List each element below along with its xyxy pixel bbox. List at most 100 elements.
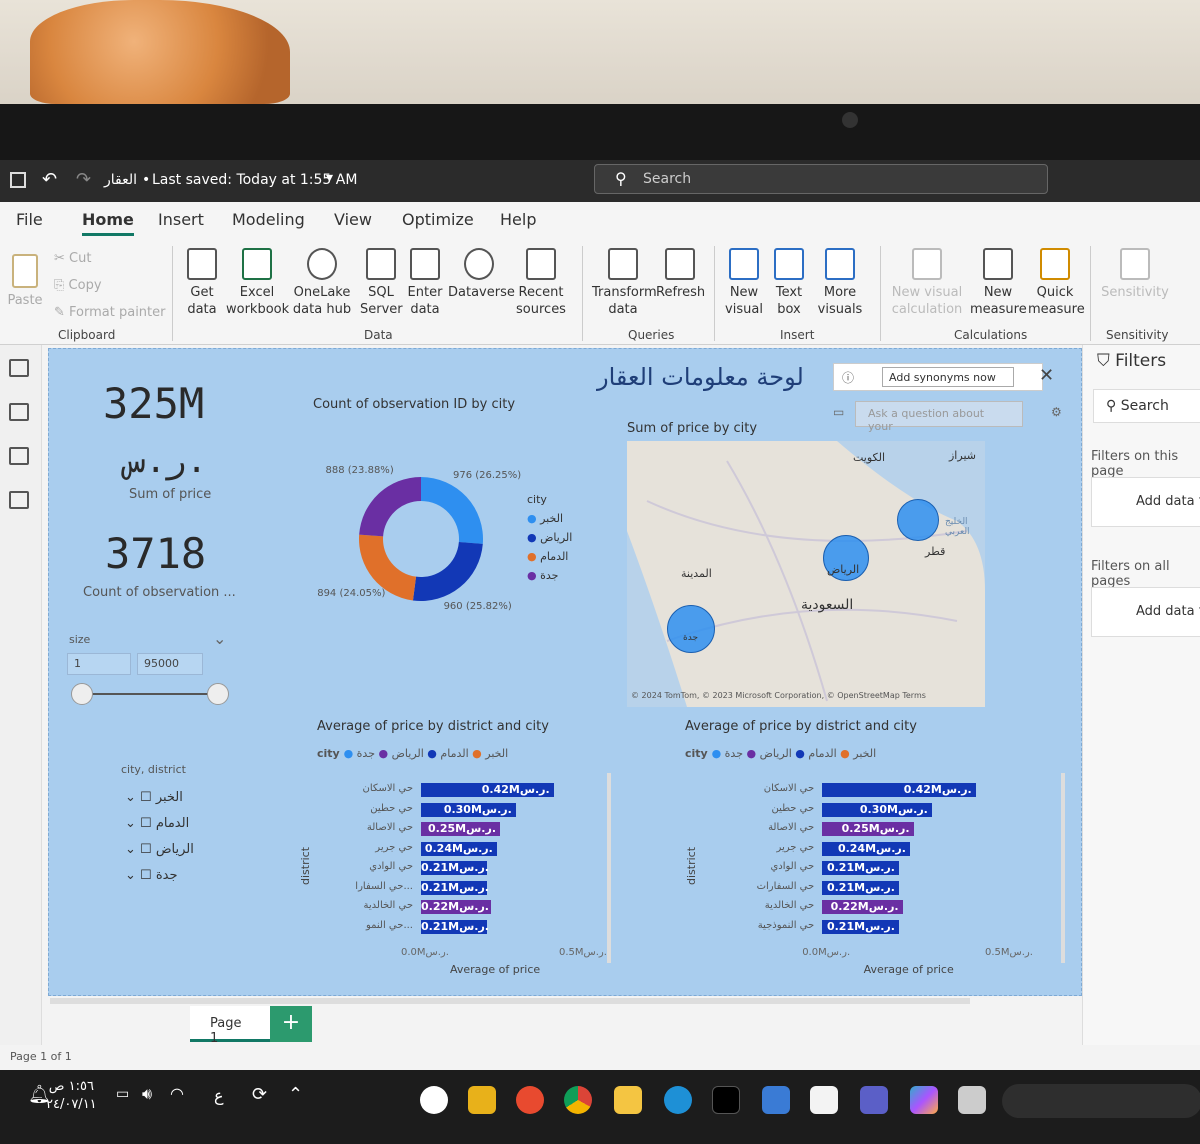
- new-visual-calculation-button[interactable]: New visual calculation: [888, 248, 966, 318]
- bar[interactable]: 0.24Mر.س.: [822, 841, 910, 856]
- store-icon[interactable]: [810, 1086, 838, 1114]
- bar[interactable]: 0.24Mر.س.: [421, 841, 497, 856]
- language-indicator[interactable]: ع: [214, 1086, 224, 1105]
- legend-item[interactable]: ● الخبر: [343, 747, 509, 760]
- map-bubble-riyadh[interactable]: [823, 535, 869, 581]
- bar[interactable]: 0.21Mر.س.: [822, 861, 899, 875]
- map-visual[interactable]: الكويت شيراز الخليج العربي قطر الرياض ال…: [627, 441, 985, 707]
- legend-item[interactable]: ● الرياض: [759, 747, 809, 760]
- new-visual-button[interactable]: New visual: [722, 248, 766, 318]
- enter-data-button[interactable]: Enter data: [406, 248, 444, 318]
- sql-server-button[interactable]: SQL Server: [360, 248, 403, 318]
- teams-icon[interactable]: [860, 1086, 888, 1114]
- legend-item[interactable]: ● الدمام: [440, 747, 486, 760]
- redo-icon[interactable]: ↷: [76, 169, 92, 190]
- report-view-icon[interactable]: [9, 359, 29, 377]
- add-synonyms-button[interactable]: Add synonyms now: [882, 367, 1014, 387]
- chevron-down-icon[interactable]: ▾: [326, 170, 334, 186]
- add-page-button[interactable]: +: [270, 1006, 312, 1042]
- tab-help[interactable]: Help: [500, 210, 537, 229]
- format-painter-button[interactable]: ✎ Format painter: [54, 304, 165, 321]
- slicer-city-item[interactable]: ⌄ ☐ الرياض: [125, 842, 194, 857]
- paste-button[interactable]: Paste: [6, 254, 44, 309]
- app-icon[interactable]: [516, 1086, 544, 1114]
- tab-file[interactable]: File: [16, 210, 43, 229]
- donut-slice[interactable]: [359, 534, 417, 601]
- scrollbar[interactable]: [607, 773, 611, 963]
- bar[interactable]: 0.22Mر.س.: [421, 900, 491, 914]
- map-bubble-jeddah[interactable]: [667, 605, 715, 653]
- undo-icon[interactable]: ↶: [42, 169, 58, 190]
- refresh-button[interactable]: Refresh: [656, 248, 705, 301]
- folder-icon[interactable]: [614, 1086, 642, 1114]
- bar[interactable]: 0.25Mر.س.: [822, 822, 914, 836]
- tiktok-icon[interactable]: [712, 1086, 740, 1114]
- volume-icon[interactable]: 🔊︎: [142, 1084, 153, 1103]
- horizontal-scrollbar[interactable]: [50, 998, 970, 1004]
- text-box-button[interactable]: Text box: [770, 248, 808, 318]
- table-view-icon[interactable]: [9, 403, 29, 421]
- donut-slice[interactable]: [412, 541, 483, 601]
- close-icon[interactable]: ✕: [1039, 365, 1055, 386]
- bar[interactable]: 0.21Mر.س.: [421, 861, 489, 875]
- quick-measure-button[interactable]: Quick measure: [1028, 248, 1085, 318]
- bar[interactable]: 0.42Mر.س.: [822, 783, 976, 797]
- model-view-icon[interactable]: [9, 447, 29, 465]
- dataverse-button[interactable]: Dataverse: [448, 248, 515, 301]
- bar[interactable]: 0.42Mر.س.: [421, 783, 554, 797]
- new-measure-button[interactable]: New measure: [970, 248, 1027, 318]
- legend-item[interactable]: ● الدمام: [527, 550, 572, 563]
- taskbar-search[interactable]: [1002, 1084, 1200, 1118]
- slicer-max-input[interactable]: 95000: [137, 653, 203, 675]
- onelake-button[interactable]: OneLake data hub: [290, 248, 354, 318]
- media-player-icon[interactable]: [420, 1086, 448, 1114]
- donut-slice[interactable]: [359, 477, 421, 537]
- powerbi-icon[interactable]: [468, 1086, 496, 1114]
- tab-optimize[interactable]: Optimize: [402, 210, 474, 229]
- tab-modeling[interactable]: Modeling: [232, 210, 305, 229]
- bell-icon[interactable]: 🔔︎: [28, 1084, 51, 1105]
- search-box[interactable]: ⚲ Search: [594, 164, 1048, 194]
- tab-insert[interactable]: Insert: [158, 210, 204, 229]
- legend-item[interactable]: ● جدة: [356, 747, 392, 760]
- copilot-icon[interactable]: [910, 1086, 938, 1114]
- tab-view[interactable]: View: [334, 210, 372, 229]
- sync-icon[interactable]: ⟳: [252, 1084, 268, 1105]
- bar[interactable]: 0.30Mر.س.: [822, 802, 932, 817]
- qa-input[interactable]: Ask a question about your: [855, 401, 1023, 433]
- legend-item[interactable]: ● الرياض: [527, 531, 572, 544]
- get-data-button[interactable]: Get data: [180, 248, 224, 318]
- battery-icon[interactable]: ▭: [116, 1086, 130, 1102]
- slicer-city-item[interactable]: ⌄ ☐ الخبر: [125, 790, 183, 805]
- legend-item[interactable]: ● الدمام: [808, 747, 854, 760]
- slicer-city-item[interactable]: ⌄ ☐ الدمام: [125, 816, 190, 831]
- transform-data-button[interactable]: Transform data: [592, 248, 657, 318]
- bar[interactable]: 0.30Mر.س.: [421, 802, 516, 817]
- recent-sources-button[interactable]: Recent sources: [512, 248, 570, 318]
- add-data-field-page[interactable]: Add data fi: [1091, 477, 1200, 527]
- more-visuals-button[interactable]: More visuals: [812, 248, 868, 318]
- add-data-field-all[interactable]: Add data fi: [1091, 587, 1200, 637]
- chat-icon[interactable]: ▭: [833, 405, 845, 419]
- bar[interactable]: 0.22Mر.س.: [822, 900, 903, 914]
- settings-icon[interactable]: ⚙: [1051, 405, 1062, 419]
- legend-item[interactable]: ● الرياض: [391, 747, 441, 760]
- chevron-down-icon[interactable]: ⌄: [213, 629, 227, 648]
- bar[interactable]: 0.21Mر.س.: [822, 880, 899, 895]
- sensitivity-button[interactable]: Sensitivity: [1098, 248, 1172, 301]
- legend-item[interactable]: ● الخبر: [711, 747, 877, 760]
- tab-home[interactable]: Home: [82, 210, 134, 236]
- map-bubble-khobar[interactable]: [897, 499, 939, 541]
- donut-slice[interactable]: [421, 477, 483, 544]
- wifi-icon[interactable]: ◠: [170, 1084, 184, 1103]
- slider-min-handle[interactable]: [71, 683, 93, 705]
- chevron-up-icon[interactable]: ⌃: [288, 1084, 304, 1105]
- filters-search[interactable]: ⚲ Search: [1093, 389, 1200, 423]
- legend-item[interactable]: ● جدة: [724, 747, 760, 760]
- slicer-city-item[interactable]: ⌄ ☐ جدة: [125, 868, 178, 883]
- copy-button[interactable]: ⎘ Copy: [54, 277, 102, 294]
- app-icon[interactable]: [762, 1086, 790, 1114]
- cut-button[interactable]: ✂ Cut: [54, 250, 91, 267]
- save-icon[interactable]: [10, 172, 26, 188]
- legend-item[interactable]: ● الخبر: [527, 512, 572, 525]
